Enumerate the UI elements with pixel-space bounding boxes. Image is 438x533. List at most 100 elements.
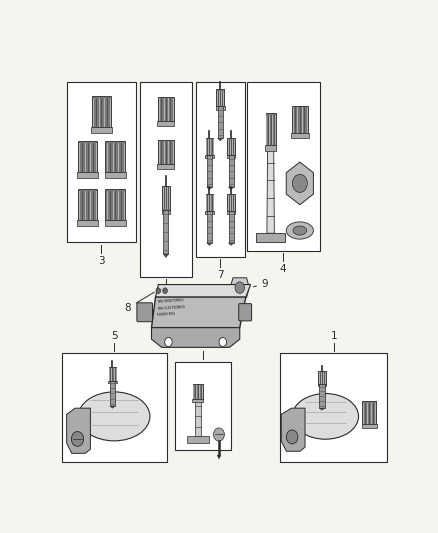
Bar [206,138,213,155]
Bar [108,381,117,383]
Text: 5: 5 [111,331,117,341]
Polygon shape [319,408,325,410]
Bar [280,353,387,462]
Ellipse shape [293,226,307,235]
Polygon shape [230,278,249,297]
Polygon shape [207,187,212,190]
Bar [247,83,319,251]
Bar [207,211,212,243]
Bar [67,83,136,243]
Text: 3: 3 [98,256,105,265]
Polygon shape [229,243,233,245]
Bar [207,155,212,187]
Bar [265,114,276,145]
Polygon shape [267,145,274,233]
Bar [77,220,98,225]
Bar [256,233,285,243]
Bar [162,185,170,209]
Bar [205,155,214,158]
Circle shape [213,428,224,441]
Polygon shape [67,408,90,453]
Ellipse shape [78,392,150,441]
Polygon shape [110,406,115,408]
FancyBboxPatch shape [137,303,152,322]
Circle shape [219,337,226,346]
Bar [318,384,326,386]
Polygon shape [217,455,221,459]
Bar [92,96,111,127]
Polygon shape [229,187,233,190]
Bar [265,145,276,151]
Bar [216,107,225,110]
Bar [110,381,115,406]
Bar [162,209,170,214]
Bar [77,172,98,177]
Bar [91,127,112,133]
Bar [78,141,97,172]
Polygon shape [218,138,223,141]
Ellipse shape [286,222,314,239]
Text: 6: 6 [200,339,207,349]
Bar [292,106,308,133]
Text: POWER BUS: POWER BUS [156,312,175,317]
Bar [78,189,97,220]
Bar [61,353,167,462]
Bar [362,401,376,424]
Bar [216,90,224,107]
Bar [229,211,233,243]
Polygon shape [163,254,169,257]
Bar [157,122,174,126]
Bar [226,155,236,158]
Bar [163,209,169,254]
Bar [194,399,201,436]
Ellipse shape [292,393,359,439]
Bar [206,194,213,211]
FancyBboxPatch shape [239,304,251,321]
Bar [109,367,116,381]
Circle shape [235,282,244,293]
Bar [291,133,309,138]
Bar [227,194,235,211]
Polygon shape [281,408,305,451]
Bar [227,138,235,155]
Bar [196,83,245,257]
Circle shape [292,174,307,192]
Bar [158,97,174,122]
Circle shape [71,432,84,446]
Polygon shape [155,285,251,297]
Bar [105,172,126,177]
Text: 2: 2 [162,290,169,301]
Bar [319,384,325,408]
Polygon shape [152,297,246,328]
Bar [157,164,174,169]
Bar [158,140,174,164]
Bar [218,107,223,138]
Circle shape [165,337,172,346]
Text: TIRE MONITORING: TIRE MONITORING [156,298,184,304]
Bar [105,220,126,225]
Bar [106,141,125,172]
Polygon shape [207,243,212,245]
Bar [175,361,231,450]
Text: 7: 7 [217,270,223,280]
Circle shape [156,288,161,294]
Polygon shape [286,162,314,205]
Bar [192,399,203,402]
Bar [318,371,326,384]
Bar [193,384,203,399]
Bar [205,211,214,214]
Text: 8: 8 [124,292,154,313]
Polygon shape [152,328,240,348]
Bar [226,211,236,214]
Bar [106,189,125,220]
Circle shape [162,288,167,294]
Text: 1: 1 [331,331,337,341]
Bar [140,83,192,277]
Bar [187,436,208,443]
Circle shape [286,430,298,444]
Bar [229,155,233,187]
Text: 9: 9 [253,279,268,288]
Text: 4: 4 [280,264,286,274]
Text: TIRE ELECTRONICS: TIRE ELECTRONICS [156,305,185,311]
Bar [362,424,377,428]
